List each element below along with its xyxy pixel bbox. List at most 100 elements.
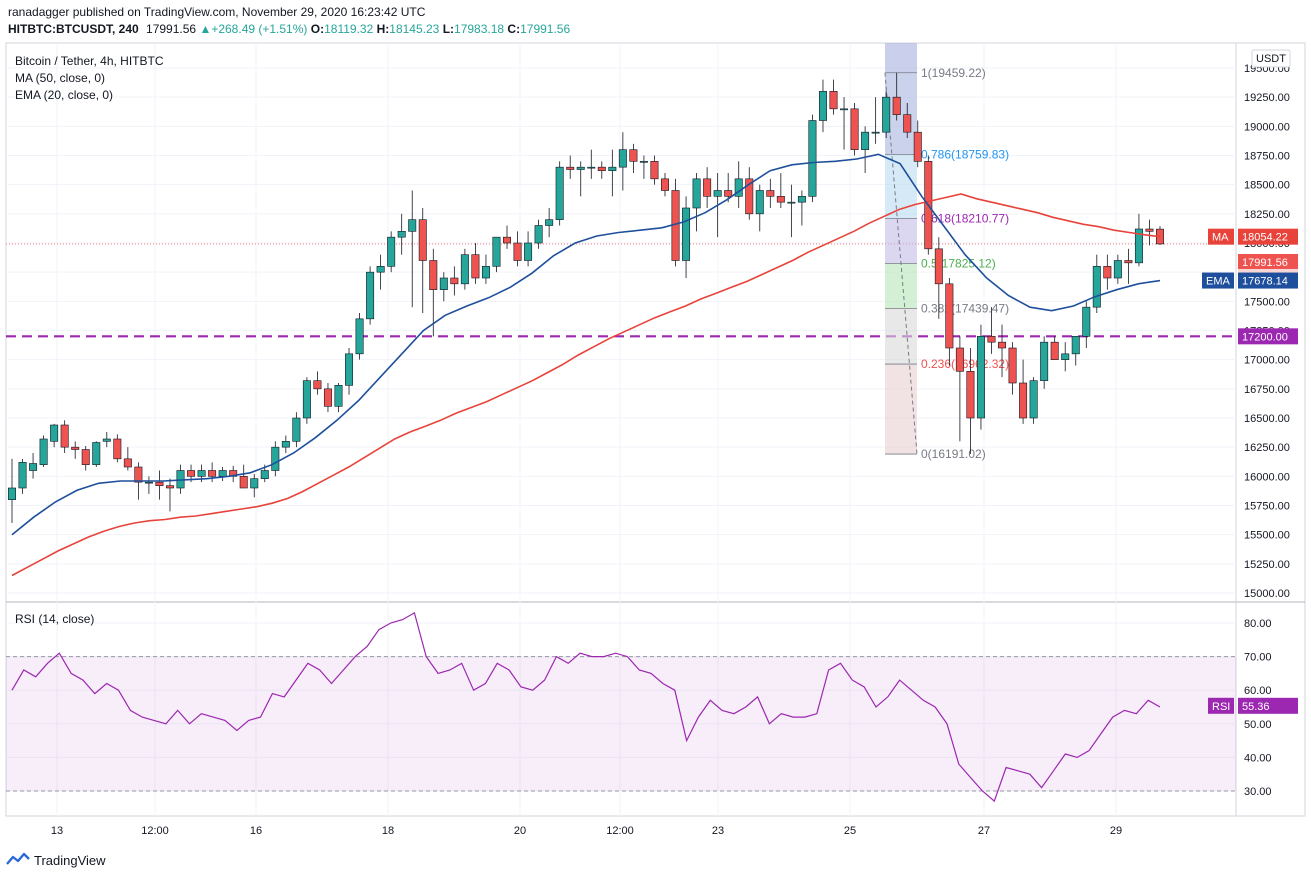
brand-name: TradingView <box>34 852 106 868</box>
rsi-tick-label: 70.00 <box>1244 652 1272 664</box>
ema-legend: EMA (20, close, 0) <box>15 88 113 102</box>
chart-title: Bitcoin / Tether, 4h, HITBTC <box>15 54 164 68</box>
time-tick-label: 23 <box>712 825 724 837</box>
candle-body <box>1019 382 1028 419</box>
time-tick-label: 16 <box>250 825 262 837</box>
candle-body <box>439 277 448 290</box>
fib-trend-line <box>884 72 918 455</box>
candle-body <box>8 487 16 500</box>
tradingview-icon <box>6 852 30 865</box>
fib-level-label: 0.5(17825.12) <box>921 256 996 270</box>
candle-body <box>1071 336 1080 355</box>
candle-body <box>471 254 480 279</box>
brand-logo[interactable]: TradingView <box>6 852 106 868</box>
price-axis[interactable]: 15000.00 15250.00 15500.00 15750.00 16000.00… <box>1244 63 1290 798</box>
time-tick-label: 29 <box>1110 825 1122 837</box>
candle-body <box>481 266 490 279</box>
price-tick-label: 18250.00 <box>1244 209 1290 221</box>
candle-body <box>218 470 227 477</box>
candle-body <box>334 385 343 407</box>
fib-zone <box>885 72 917 155</box>
candle-body <box>903 114 912 133</box>
candle-body <box>861 131 870 150</box>
candle-body <box>429 260 438 290</box>
ema-tag-value: 17678.14 <box>1242 276 1288 288</box>
candle-body <box>966 371 975 419</box>
candle-body <box>745 178 754 215</box>
candle-body <box>123 458 132 468</box>
price-tick-label: 16500.00 <box>1244 413 1290 425</box>
candle-body <box>418 219 427 261</box>
candle-body <box>724 190 733 197</box>
candle-body <box>934 248 943 285</box>
candle-body <box>71 446 80 450</box>
candle-body <box>260 470 269 479</box>
candle-body <box>703 178 712 197</box>
ma-legend: MA (50, close, 0) <box>15 71 105 85</box>
fib-level-label: 0(16191.02) <box>921 447 986 461</box>
open-value: 18119.32 <box>324 22 374 36</box>
rsi-tick-label: 50.00 <box>1244 719 1272 731</box>
time-tick-label: 18 <box>382 825 394 837</box>
candle-body <box>576 166 585 170</box>
candle-body <box>92 442 101 465</box>
price-change: +268.49 (+1.51%) <box>211 22 308 36</box>
rsi-tick-label: 60.00 <box>1244 685 1272 697</box>
price-tick-label: 18500.00 <box>1244 180 1290 192</box>
candle-body <box>292 417 301 442</box>
candle-body <box>60 424 69 448</box>
rsi-tag-value-bg <box>1238 697 1298 714</box>
candle-body <box>197 470 206 477</box>
rsi-band <box>6 656 1236 791</box>
fib-zone <box>885 364 917 455</box>
candle-body <box>208 470 217 477</box>
price-tick-label: 18750.00 <box>1244 151 1290 163</box>
currency-badge[interactable] <box>1251 49 1291 68</box>
price-tags: MA18054.2217991.5603:36:22EMA17678.14172… <box>1202 228 1298 714</box>
price-tick-label: 15500.00 <box>1244 530 1290 542</box>
candle-body <box>302 380 311 419</box>
fib-zone <box>885 308 917 365</box>
candle-body <box>460 254 469 285</box>
candle-body <box>955 347 964 372</box>
fib-zone <box>885 263 917 309</box>
fib-retracement: 1(19459.22) 0.786(18759.83) 0.618(18210.77… <box>884 43 1009 461</box>
candle-body <box>587 166 596 169</box>
rsi-legend: RSI (14, close) <box>15 612 94 626</box>
time-axis[interactable]: 13 12:00 16 18 20 12:00 23 25 27 29 <box>51 825 1122 837</box>
candle-body <box>134 466 143 483</box>
candle-body <box>187 470 196 477</box>
price-tag-value: 17991.56 <box>1242 257 1288 269</box>
price-tick-label: 19250.00 <box>1244 92 1290 104</box>
candle-body <box>366 271 375 320</box>
candle-body <box>513 242 522 261</box>
candle-body <box>524 242 533 261</box>
fib-level-label: 0.382(17439.47) <box>921 301 1009 315</box>
close-label: C: <box>507 22 521 36</box>
candle-body <box>281 441 290 448</box>
rsi-tick-label: 30.00 <box>1244 786 1272 798</box>
candle-body <box>1113 260 1122 279</box>
candle-body <box>534 225 543 244</box>
chart-border <box>5 42 1306 817</box>
candle-body <box>787 201 796 204</box>
candle-body <box>808 120 817 197</box>
symbol-label: HITBTC:BTCUSDT, 240 <box>8 22 139 36</box>
candle-body <box>608 166 617 171</box>
candle-body <box>713 190 722 197</box>
candle-body <box>766 190 775 197</box>
candle-body <box>818 91 827 121</box>
candle-body <box>545 219 554 226</box>
candle-body <box>1050 341 1059 360</box>
candle-body <box>102 438 111 442</box>
price-tick-label: 16000.00 <box>1244 471 1290 483</box>
candle-body <box>50 424 59 442</box>
close-value: 17991.56 <box>520 22 571 36</box>
candle-body <box>1082 306 1091 337</box>
ema-tag-label-bg <box>1202 272 1234 289</box>
high-value: 18145.23 <box>389 22 440 36</box>
ema-line <box>11 153 1161 536</box>
candle-body <box>165 485 174 489</box>
candle-body <box>987 336 996 343</box>
